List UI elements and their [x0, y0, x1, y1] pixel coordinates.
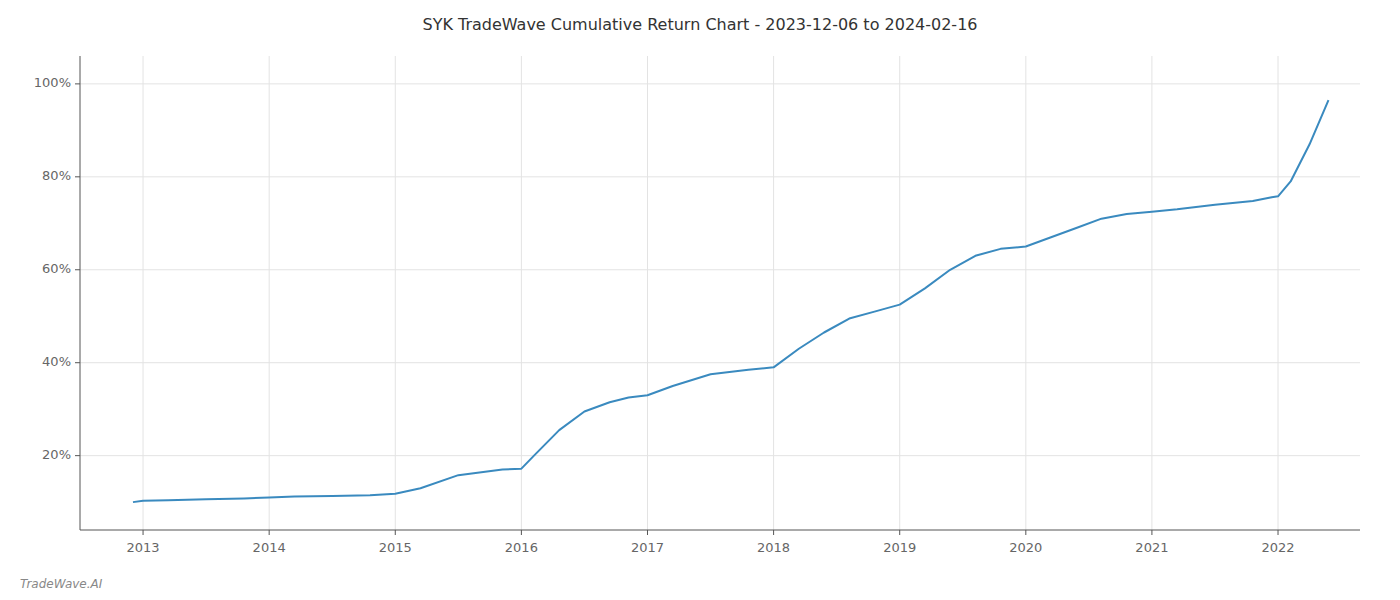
- line: [133, 100, 1329, 502]
- chart: 2013 2014 2015 2016 2017 2018 2019 2020 2021 2022…: [0, 0, 1400, 600]
- x-tick: [1278, 530, 1279, 535]
- y-tick: [75, 83, 80, 84]
- y-tick: [75, 176, 80, 177]
- y-grid-line: [80, 83, 1360, 84]
- x-tick: [521, 530, 522, 535]
- y-tick-label: 40%: [42, 354, 71, 369]
- y-grid-line: [80, 362, 1360, 363]
- x-grid-line: [1151, 56, 1152, 530]
- x-grid-line: [647, 56, 648, 530]
- x-tick: [395, 530, 396, 535]
- x-grid-line: [521, 56, 522, 530]
- page: {"chart_data": {"type": "line", "title":…: [0, 0, 1400, 600]
- axes: 2013 2014 2015 2016 2017 2018 2019 2020 2021 2022…: [34, 56, 1360, 555]
- x-tick-label: 2015: [379, 540, 412, 555]
- grid: [80, 56, 1360, 530]
- x-tick: [647, 530, 648, 535]
- y-tick: [75, 455, 80, 456]
- y-tick: [75, 362, 80, 363]
- x-tick: [1151, 530, 1152, 535]
- x-tick: [143, 530, 144, 535]
- y-grid-line: [80, 176, 1360, 177]
- plot-area: [133, 100, 1329, 502]
- x-tick-label: 2014: [253, 540, 286, 555]
- x-tick: [773, 530, 774, 535]
- x-tick-label: 2013: [127, 540, 160, 555]
- x-grid-line: [1025, 56, 1026, 530]
- y-tick-label: 60%: [42, 261, 71, 276]
- x-tick-label: 2016: [505, 540, 538, 555]
- title: SYK TradeWave Cumulative Return Chart - …: [422, 15, 977, 34]
- x-grid-line: [773, 56, 774, 530]
- x-tick-label: 2021: [1135, 540, 1168, 555]
- x-grid-line: [395, 56, 396, 530]
- x-tick-label: 2018: [757, 540, 790, 555]
- x-grid-line: [143, 56, 144, 530]
- watermark: TradeWave.AI: [20, 577, 103, 591]
- y-axis-line: [80, 56, 81, 530]
- y-tick: [75, 269, 80, 270]
- y-tick-label: 20%: [42, 447, 71, 462]
- x-grid-line: [269, 56, 270, 530]
- x-grid-line: [1278, 56, 1279, 530]
- y-grid-line: [80, 269, 1360, 270]
- x-tick-label: 2020: [1009, 540, 1042, 555]
- y-grid-line: [80, 455, 1360, 456]
- x-tick: [899, 530, 900, 535]
- x-tick: [1025, 530, 1026, 535]
- x-tick-label: 2017: [631, 540, 664, 555]
- x-tick-label: 2019: [883, 540, 916, 555]
- x-tick-label: 2022: [1261, 540, 1294, 555]
- x-axis-line: [80, 530, 1360, 531]
- x-grid-line: [899, 56, 900, 530]
- y-tick-label: 100%: [34, 75, 71, 90]
- x-tick: [269, 530, 270, 535]
- y-tick-label: 80%: [42, 168, 71, 183]
